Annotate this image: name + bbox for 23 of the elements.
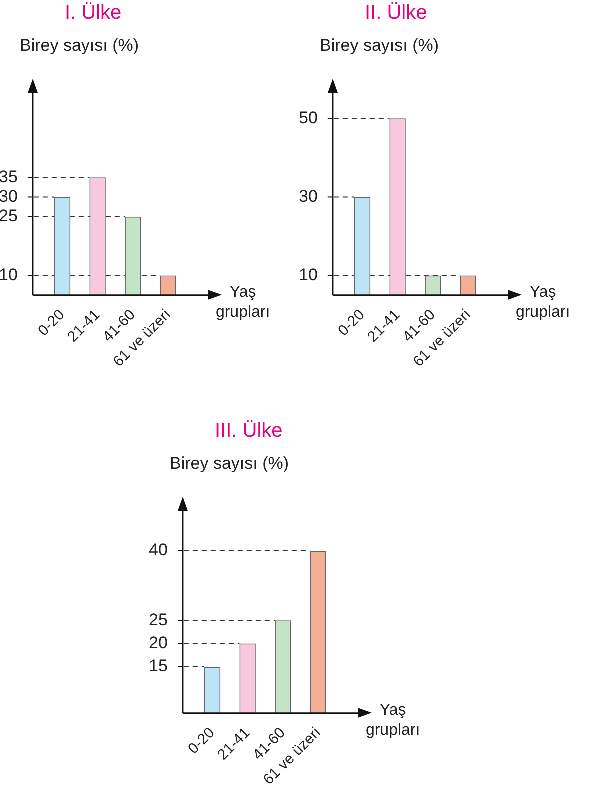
y-tick-label: 20 bbox=[149, 633, 168, 652]
x-axis-title: Yaş grupları bbox=[214, 283, 272, 324]
chart-title: II. Ülke bbox=[365, 2, 428, 25]
x-tick-label: 0-20 bbox=[335, 306, 368, 340]
y-tick-label: 30 bbox=[0, 186, 18, 206]
chart-title: I. Ülke bbox=[65, 2, 122, 25]
x-axis-title: Yaş grupları bbox=[514, 283, 572, 324]
y-tick-label: 25 bbox=[0, 206, 18, 226]
y-tick-label: 25 bbox=[149, 610, 168, 630]
y-tick-label: 10 bbox=[0, 265, 18, 284]
y-axis-title: Birey sayısı (%) bbox=[170, 454, 290, 474]
y-tick-label: 10 bbox=[299, 265, 318, 284]
x-axis-title: Yaş grupları bbox=[364, 701, 422, 742]
x-tick-label: 0-20 bbox=[185, 724, 218, 758]
y-tick-label: 30 bbox=[299, 186, 318, 206]
y-tick-label: 35 bbox=[0, 167, 18, 186]
y-axis-title: Birey sayısı (%) bbox=[320, 36, 440, 56]
y-axis-title: Birey sayısı (%) bbox=[20, 36, 140, 56]
y-tick-label: 40 bbox=[149, 540, 168, 560]
x-tick-label: 0-20 bbox=[35, 306, 68, 340]
y-tick-label: 50 bbox=[299, 108, 318, 128]
y-tick-label: 15 bbox=[149, 656, 168, 676]
chart-title: III. Ülke bbox=[215, 420, 283, 443]
